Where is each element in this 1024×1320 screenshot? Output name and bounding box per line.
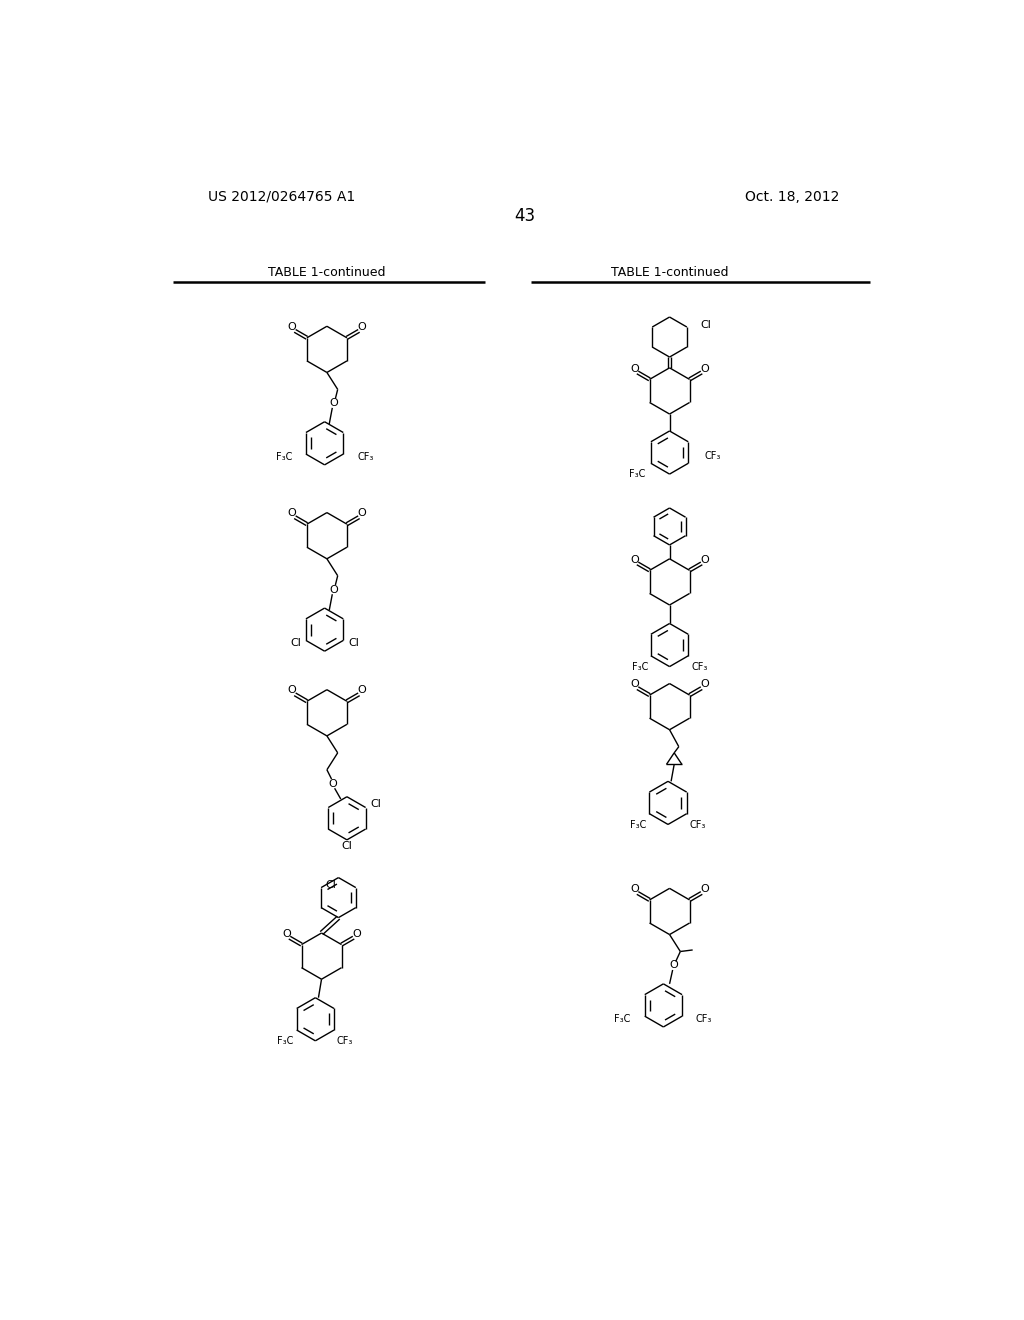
Text: O: O	[670, 961, 679, 970]
Text: O: O	[700, 363, 709, 374]
Text: O: O	[330, 399, 338, 408]
Text: O: O	[700, 884, 709, 894]
Text: O: O	[329, 779, 338, 788]
Text: O: O	[630, 554, 639, 565]
Text: US 2012/0264765 A1: US 2012/0264765 A1	[208, 190, 354, 203]
Text: F₃C: F₃C	[614, 1014, 631, 1024]
Text: F₃C: F₃C	[630, 820, 646, 830]
Text: Cl: Cl	[371, 800, 381, 809]
Text: Cl: Cl	[700, 321, 712, 330]
Text: O: O	[288, 322, 296, 333]
Text: Cl: Cl	[341, 841, 352, 851]
Text: CF₃: CF₃	[705, 450, 721, 461]
Text: Cl: Cl	[291, 639, 301, 648]
Text: O: O	[288, 685, 296, 696]
Text: CF₃: CF₃	[696, 1014, 713, 1024]
Text: TABLE 1-continued: TABLE 1-continued	[610, 265, 728, 279]
Text: O: O	[330, 585, 338, 594]
Text: F₃C: F₃C	[275, 453, 292, 462]
Text: F₃C: F₃C	[629, 470, 645, 479]
Text: O: O	[282, 929, 291, 939]
Text: O: O	[357, 685, 367, 696]
Text: F₃C: F₃C	[278, 1036, 294, 1045]
Text: O: O	[357, 508, 367, 519]
Text: CF₃: CF₃	[357, 453, 374, 462]
Text: 43: 43	[514, 207, 536, 226]
Text: CF₃: CF₃	[689, 820, 706, 830]
Text: O: O	[357, 322, 367, 333]
Text: Cl: Cl	[326, 879, 337, 890]
Text: F₃C: F₃C	[632, 661, 648, 672]
Text: TABLE 1-continued: TABLE 1-continued	[268, 265, 386, 279]
Text: CF₃: CF₃	[691, 661, 708, 672]
Text: O: O	[288, 508, 296, 519]
Text: O: O	[352, 929, 361, 939]
Text: O: O	[700, 554, 709, 565]
Text: Oct. 18, 2012: Oct. 18, 2012	[744, 190, 839, 203]
Text: O: O	[630, 680, 639, 689]
Text: O: O	[630, 884, 639, 894]
Text: O: O	[630, 363, 639, 374]
Text: Cl: Cl	[348, 639, 358, 648]
Text: CF₃: CF₃	[337, 1036, 353, 1045]
Text: O: O	[700, 680, 709, 689]
